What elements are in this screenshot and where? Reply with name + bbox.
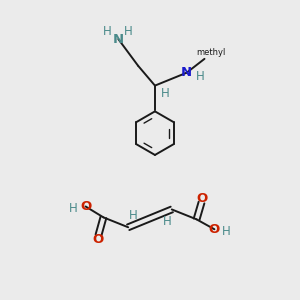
Text: H: H — [69, 202, 78, 215]
Text: O: O — [209, 223, 220, 236]
Text: H: H — [163, 215, 171, 228]
Text: N: N — [181, 66, 192, 79]
Text: O: O — [196, 192, 207, 205]
Text: O: O — [93, 233, 104, 246]
Text: H: H — [103, 25, 112, 38]
Text: H: H — [124, 25, 133, 38]
Text: methyl: methyl — [197, 48, 226, 57]
Text: N: N — [113, 32, 124, 46]
Text: O: O — [80, 200, 91, 213]
Text: H: H — [222, 225, 231, 238]
Text: H: H — [196, 70, 205, 83]
Text: H: H — [129, 209, 137, 222]
Text: H: H — [160, 87, 169, 100]
